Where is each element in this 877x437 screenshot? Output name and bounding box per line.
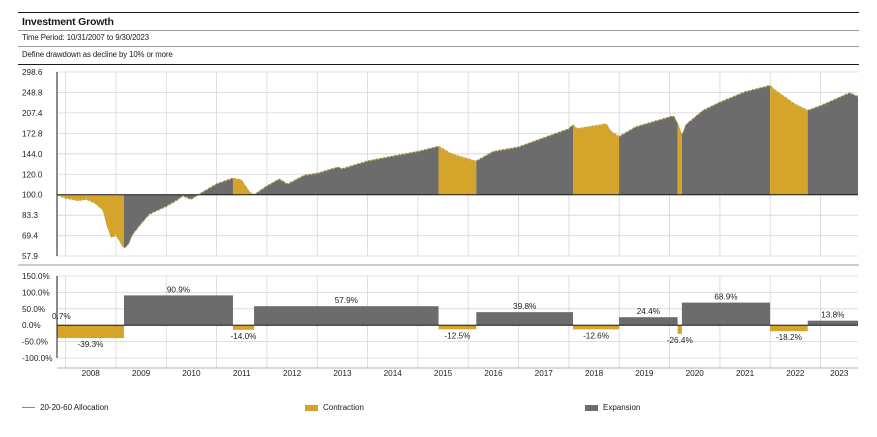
regime-bar-contraction [438,325,477,330]
legend-line: 20-20-60 Allocation [22,403,109,412]
bottom-y-tick-label: -50.0% [22,338,48,347]
allocation-line [56,85,859,248]
header-top-rule [18,12,859,13]
regime-returns-panel: 150.0% 100.0% 50.0% 0.0% -50.0% -100.0% -39.3%… [22,272,858,378]
legend-expansion: Expansion [585,403,640,412]
regime-bar-label: -39.3% [78,340,104,349]
top-y-tick-label: 298.6 [22,68,43,77]
regime-bar-expansion [619,317,678,326]
drawdown-definition: Define drawdown as decline by 10% or mor… [22,50,173,59]
regime-bar-label: -14.0% [231,332,257,341]
x-tick-label: 2019 [635,369,654,378]
growth-area-expansion [807,91,858,195]
regime-bar-expansion [807,320,858,326]
header-rule-2 [18,46,859,47]
x-tick-label: 2009 [132,369,151,378]
legend-contraction-swatch [305,404,318,411]
header-bottom-rule [18,64,859,65]
investment-growth-chart: 57.9 69.4 83.3 100.0 120.0 144.0 172.8 207.4 248… [18,68,859,378]
x-tick-label: 2014 [384,369,403,378]
top-y-tick-label: 248.8 [22,88,43,97]
top-y-tick-label: 120.0 [22,170,43,179]
legend-line-label: 20-20-60 Allocation [40,403,109,412]
top-y-tick-label: 83.3 [22,211,38,220]
top-y-tick-label: 100.0 [22,191,43,200]
bottom-y-tick-label: 0.0% [22,321,41,330]
bottom-y-tick-label: 100.0% [22,288,50,297]
x-tick-label: 2021 [736,369,755,378]
header-rule-1 [18,30,859,31]
regime-bar-expansion [476,312,574,326]
x-tick-label: 2008 [82,369,101,378]
start-return-label: 0.7% [52,312,71,321]
growth-area-contraction [770,85,808,195]
top-y-tick-label: 172.8 [22,129,43,138]
regime-bar-expansion [254,306,439,326]
legend-expansion-label: Expansion [603,403,641,412]
growth-area-contraction [57,194,124,248]
growth-area-expansion [476,124,574,195]
legend-expansion-swatch [585,404,598,411]
regime-bar-label: 90.9% [167,285,190,294]
chart-title: Investment Growth [22,16,114,28]
growth-area-contraction [573,123,620,195]
regime-bar-label: 57.9% [335,296,358,305]
regime-bar-expansion [123,295,233,326]
x-tick-label: 2022 [786,369,805,378]
x-tick-label: 2011 [233,369,251,378]
bottom-y-tick-label: 50.0% [22,305,45,314]
regime-bar-expansion [681,302,771,326]
regime-bar-label: 13.8% [821,311,844,320]
top-y-tick-label: 57.9 [22,252,38,261]
regime-bar-contraction [57,325,124,339]
legend-contraction: Contraction [305,403,364,412]
regime-bar-label: -12.5% [444,331,470,340]
x-tick-label: 2018 [585,369,604,378]
growth-area-expansion [254,145,439,195]
growth-area-contraction [438,145,477,195]
regime-bar-label: -12.6% [583,331,609,340]
regime-bar-label: 24.4% [637,307,660,316]
x-tick-label: 2023 [830,369,849,378]
growth-panel: 57.9 69.4 83.3 100.0 120.0 144.0 172.8 207.4 248… [18,68,859,266]
legend-contraction-label: Contraction [323,403,364,412]
regime-bar-label: 68.9% [714,293,737,302]
growth-area-contraction [232,177,255,195]
growth-area-expansion [123,177,233,249]
top-y-tick-label: 144.0 [22,150,43,159]
legend-line-swatch [22,407,35,408]
x-tick-label: 2016 [484,369,503,378]
x-tick-label: 2012 [283,369,302,378]
regime-bar-contraction [232,325,255,330]
regime-bar-label: -26.4% [667,336,693,345]
x-tick-label: 2020 [686,369,705,378]
bottom-y-tick-label: -100.0% [22,354,53,363]
x-tick-label: 2015 [434,369,453,378]
growth-area-expansion [619,115,678,195]
top-y-tick-label: 207.4 [22,109,43,118]
regime-bar-contraction [573,325,620,330]
x-tick-label: 2013 [333,369,352,378]
x-tick-label: 2017 [535,369,554,378]
regime-bar-contraction [677,325,682,334]
time-period: Time Period: 10/31/2007 to 9/30/2023 [22,33,150,42]
regime-bar-label: -18.2% [776,333,802,342]
regime-bar-contraction [770,325,808,332]
top-y-tick-label: 69.4 [22,232,38,241]
growth-area-expansion [681,85,771,195]
bottom-y-tick-label: 150.0% [22,272,50,281]
regime-bar-label: 39.8% [513,302,536,311]
growth-area-contraction [677,122,682,195]
x-tick-label: 2010 [182,369,201,378]
